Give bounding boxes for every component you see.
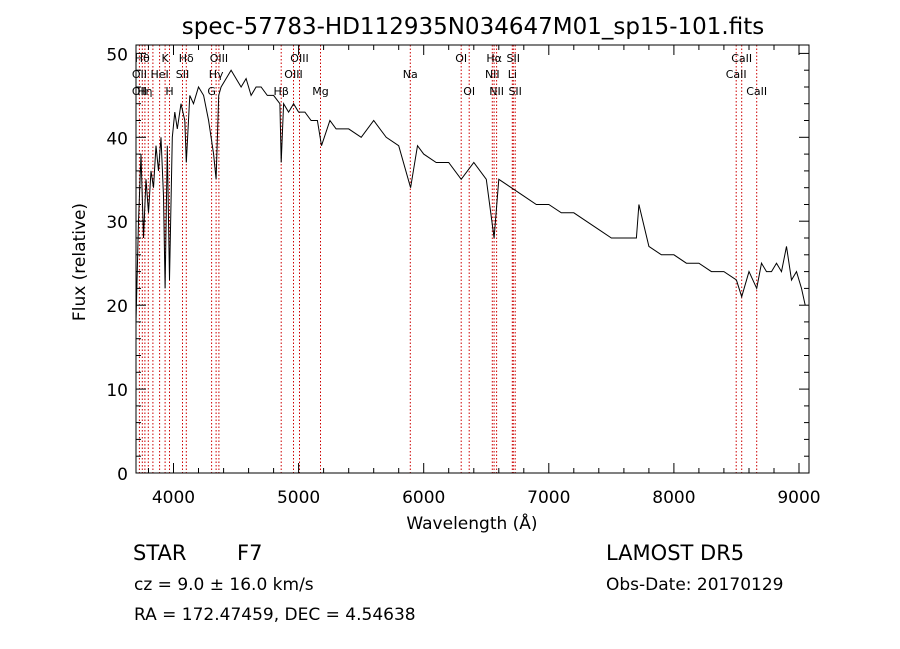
redshift-velocity: cz = 9.0 ± 16.0 km/s: [134, 575, 314, 595]
line-label-14: Na: [403, 68, 418, 81]
x-tick-label-2: 6000: [402, 488, 445, 508]
line-label-27: CaII: [746, 85, 767, 98]
line-label-7: SII: [507, 52, 520, 65]
line-label-1: K: [161, 52, 169, 65]
y-tick-label-0: 0: [117, 465, 128, 485]
plot-frame: [135, 44, 810, 474]
spectral-line-markers: [138, 45, 758, 473]
line-label-10: HeI: [150, 68, 168, 81]
line-label-8: CaII: [731, 52, 752, 65]
y-tick-label-4: 40: [106, 129, 128, 149]
spectrum-line: [135, 69, 806, 322]
y-axis-ticks: 0 10 20 30 40 50: [106, 45, 809, 485]
line-label-6: Hα: [486, 52, 502, 65]
coordinates: RA = 172.47459, DEC = 4.54638: [134, 605, 416, 625]
x-tick-label-5: 9000: [777, 488, 820, 508]
line-label-25: NII: [489, 85, 504, 98]
y-tick-label-3: 30: [106, 213, 128, 233]
line-label-11: SII: [176, 68, 189, 81]
y-tick-label-2: 20: [106, 297, 128, 317]
object-type: STAR: [133, 541, 186, 565]
line-label-26: SII: [508, 85, 521, 98]
line-label-19: Hη: [137, 85, 152, 98]
line-label-4: OIII: [290, 52, 308, 65]
line-label-3: OIII: [210, 52, 228, 65]
line-label-2: Hδ: [179, 52, 194, 65]
chart-title: spec-57783-HD112935N034647M01_sp15-101.f…: [182, 14, 764, 40]
line-label-5: OI: [455, 52, 467, 65]
line-label-23: Mg: [312, 85, 328, 98]
y-tick-label-5: 50: [106, 45, 128, 65]
y-axis-label: Flux (relative): [70, 203, 90, 321]
x-tick-label-3: 7000: [527, 488, 570, 508]
line-label-15: NII: [485, 68, 500, 81]
spectrum-series: [135, 69, 806, 322]
line-label-17: CaII: [726, 68, 747, 81]
line-label-20: H: [165, 85, 173, 98]
x-axis-label: Wavelength (Å): [406, 512, 537, 534]
object-subclass: F7: [237, 541, 262, 565]
x-axis-ticks: 4000 5000 6000 7000 8000 9000: [148, 45, 821, 508]
y-tick-label-1: 10: [106, 381, 128, 401]
survey-name: LAMOST DR5: [606, 541, 744, 565]
line-label-16: Li: [508, 68, 517, 81]
x-tick-label-1: 5000: [277, 488, 320, 508]
line-label-21: G: [207, 85, 216, 98]
x-tick-label-0: 4000: [152, 488, 195, 508]
line-label-13: OIII: [284, 68, 302, 81]
line-label-22: Hβ: [274, 85, 289, 98]
line-label-12: Hγ: [209, 68, 224, 81]
line-label-24: OI: [463, 85, 475, 98]
observation-date: Obs-Date: 20170129: [606, 575, 783, 595]
line-label-0: Hθ: [135, 52, 150, 65]
x-tick-label-4: 8000: [652, 488, 695, 508]
